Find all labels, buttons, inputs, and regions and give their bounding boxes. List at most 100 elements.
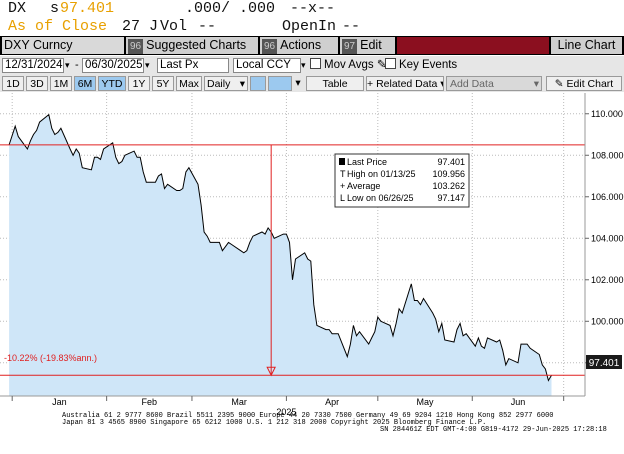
start-date-input[interactable]: 12/31/2024 bbox=[2, 58, 64, 73]
chart-title: Line Chart bbox=[551, 37, 622, 54]
chart-area: -10.22% (-19.83%ann.) 98.000100.000102.0… bbox=[0, 93, 624, 449]
frequency-label: Daily bbox=[207, 78, 231, 90]
checkbox-icon bbox=[310, 58, 321, 69]
last-price-tag-label: 97.401 bbox=[589, 358, 620, 369]
chart-type-dropdown-icon[interactable]: ▾ bbox=[295, 77, 301, 89]
period-ytd[interactable]: YTD bbox=[98, 76, 126, 91]
currency-select[interactable]: Local CCY bbox=[233, 58, 301, 73]
last-price-tag bbox=[586, 355, 622, 369]
title-spacer bbox=[397, 37, 549, 54]
checkbox-label: Key Events bbox=[399, 59, 458, 71]
end-date-input[interactable]: 06/30/2025 bbox=[82, 58, 144, 73]
y-tick-label: 100.000 bbox=[591, 316, 624, 326]
y-tick-label: 110.000 bbox=[591, 109, 623, 119]
ticker-label: DX bbox=[8, 0, 27, 17]
chart-type-line-button[interactable] bbox=[250, 76, 266, 91]
key-events-checkbox[interactable]: Key Events bbox=[385, 58, 457, 73]
checkbox-icon bbox=[385, 58, 396, 69]
start-date-dropdown-icon[interactable]: ▾ bbox=[65, 60, 70, 70]
legend-value: 109.956 bbox=[432, 169, 465, 179]
y-tick-label: 106.000 bbox=[591, 192, 624, 202]
add-data-placeholder: Add Data bbox=[450, 78, 494, 90]
related-data-label: Related Data bbox=[376, 78, 438, 90]
related-data-button[interactable]: + Related Data ▾ bbox=[366, 76, 444, 91]
period-6m[interactable]: 6M bbox=[74, 76, 96, 91]
end-date-dropdown-icon[interactable]: ▾ bbox=[145, 60, 150, 70]
price-prefix: s bbox=[50, 0, 60, 17]
table-button[interactable]: Table bbox=[306, 76, 364, 91]
legend-box: Last Price 97.401 T High on 01/13/25 109… bbox=[334, 153, 470, 208]
high-icon: T bbox=[340, 169, 346, 179]
period-1y[interactable]: 1Y bbox=[128, 76, 150, 91]
legend-value: 103.262 bbox=[432, 181, 465, 191]
legend-label: Average bbox=[347, 181, 380, 191]
suggested-charts-button[interactable]: 96 Suggested Charts bbox=[126, 37, 258, 54]
last-price: 97.401 bbox=[60, 0, 115, 17]
period-3d[interactable]: 3D bbox=[26, 76, 48, 91]
edit-chart-label: Edit Chart bbox=[566, 78, 614, 90]
x-tick-label: Jan bbox=[52, 397, 67, 407]
low-icon: L bbox=[340, 193, 345, 203]
volume-label: Vol bbox=[160, 18, 188, 35]
menu-number: 96 bbox=[262, 39, 278, 54]
edit-chart-button[interactable]: ✎ Edit Chart bbox=[546, 76, 622, 91]
legend-label: High on 01/13/25 bbox=[347, 169, 416, 179]
actions-button[interactable]: 96 Actions bbox=[260, 37, 338, 54]
chevron-down-icon: ▾ bbox=[440, 78, 443, 90]
currency-dropdown-icon[interactable]: ▾ bbox=[301, 60, 306, 70]
open-interest-value: -- bbox=[342, 18, 361, 35]
date-separator: - bbox=[75, 59, 79, 71]
change-annotation: -10.22% (-19.83%ann.) bbox=[4, 353, 97, 363]
period-max[interactable]: Max bbox=[176, 76, 202, 91]
legend-frame bbox=[334, 153, 470, 208]
checkbox-label: Mov Avgs bbox=[324, 59, 374, 71]
as-of-date: 27 J bbox=[122, 18, 159, 35]
frequency-select[interactable]: Daily ▾ bbox=[204, 76, 248, 91]
average-icon: + bbox=[340, 181, 345, 191]
button-label: Actions bbox=[280, 38, 322, 52]
x-tick-label: Feb bbox=[142, 397, 158, 407]
legend-value: 97.401 bbox=[437, 157, 465, 167]
footer-line-2: Japan 81 3 4565 8900 Singapore 65 6212 1… bbox=[62, 419, 486, 427]
field-select[interactable]: Last Px bbox=[157, 58, 229, 73]
x-tick-label: Mar bbox=[231, 397, 247, 407]
x-tick-label: May bbox=[417, 397, 435, 407]
price-area-fill bbox=[9, 114, 552, 396]
y-tick-label: 102.000 bbox=[591, 275, 624, 285]
period-1d[interactable]: 1D bbox=[2, 76, 24, 91]
legend-label: Last Price bbox=[347, 157, 387, 167]
security-name: DXY Curncy bbox=[4, 38, 73, 52]
mov-avgs-checkbox[interactable]: Mov Avgs ✎ bbox=[310, 58, 387, 73]
as-of-label: As of Close bbox=[8, 18, 108, 35]
function-bar: DXY Curncy 96 Suggested Charts 96 Actions … bbox=[0, 36, 624, 55]
x-tick-label: Jun bbox=[511, 397, 526, 407]
volume-value: -- bbox=[198, 18, 217, 35]
button-label: Suggested Charts bbox=[146, 38, 247, 52]
security-field[interactable]: DXY Curncy bbox=[2, 37, 124, 54]
price-change: .000/ .000 bbox=[185, 0, 276, 17]
period-5y[interactable]: 5Y bbox=[152, 76, 174, 91]
button-label: Edit bbox=[360, 38, 382, 52]
bid-ask: --x-- bbox=[290, 0, 336, 17]
pencil-icon: ✎ bbox=[554, 78, 567, 90]
chevron-down-icon: ▾ bbox=[239, 78, 245, 90]
toolbar-row-2: 1D 3D 1M 6M YTD 1Y 5Y Max Daily ▾ ▾ Table… bbox=[0, 74, 624, 92]
y-tick-label: 104.000 bbox=[591, 233, 624, 243]
footer-line-1: Australia 61 2 9777 8600 Brazil 5511 239… bbox=[62, 412, 553, 420]
add-data-input[interactable]: Add Data ▾ bbox=[446, 76, 542, 91]
year-label: 2025 bbox=[276, 407, 296, 417]
plus-icon: + bbox=[367, 78, 377, 90]
x-tick-label: Apr bbox=[325, 397, 339, 407]
square-icon bbox=[339, 158, 345, 165]
range-arrow-icon bbox=[266, 366, 276, 377]
footer-line-3: SN 284461Z EDT GMT-4:00 G819-4172 29-Jun… bbox=[380, 426, 607, 434]
period-1m[interactable]: 1M bbox=[50, 76, 72, 91]
price-chart: -10.22% (-19.83%ann.) 98.000100.000102.0… bbox=[0, 93, 624, 449]
legend-value: 97.147 bbox=[437, 193, 465, 203]
pencil-icon: ✎ bbox=[376, 59, 387, 71]
chart-type-mountain-button[interactable] bbox=[268, 76, 292, 91]
chevron-down-icon: ▾ bbox=[533, 78, 539, 90]
menu-number: 97 bbox=[342, 39, 358, 54]
menu-number: 96 bbox=[128, 39, 144, 54]
edit-button[interactable]: 97 Edit bbox=[340, 37, 395, 54]
